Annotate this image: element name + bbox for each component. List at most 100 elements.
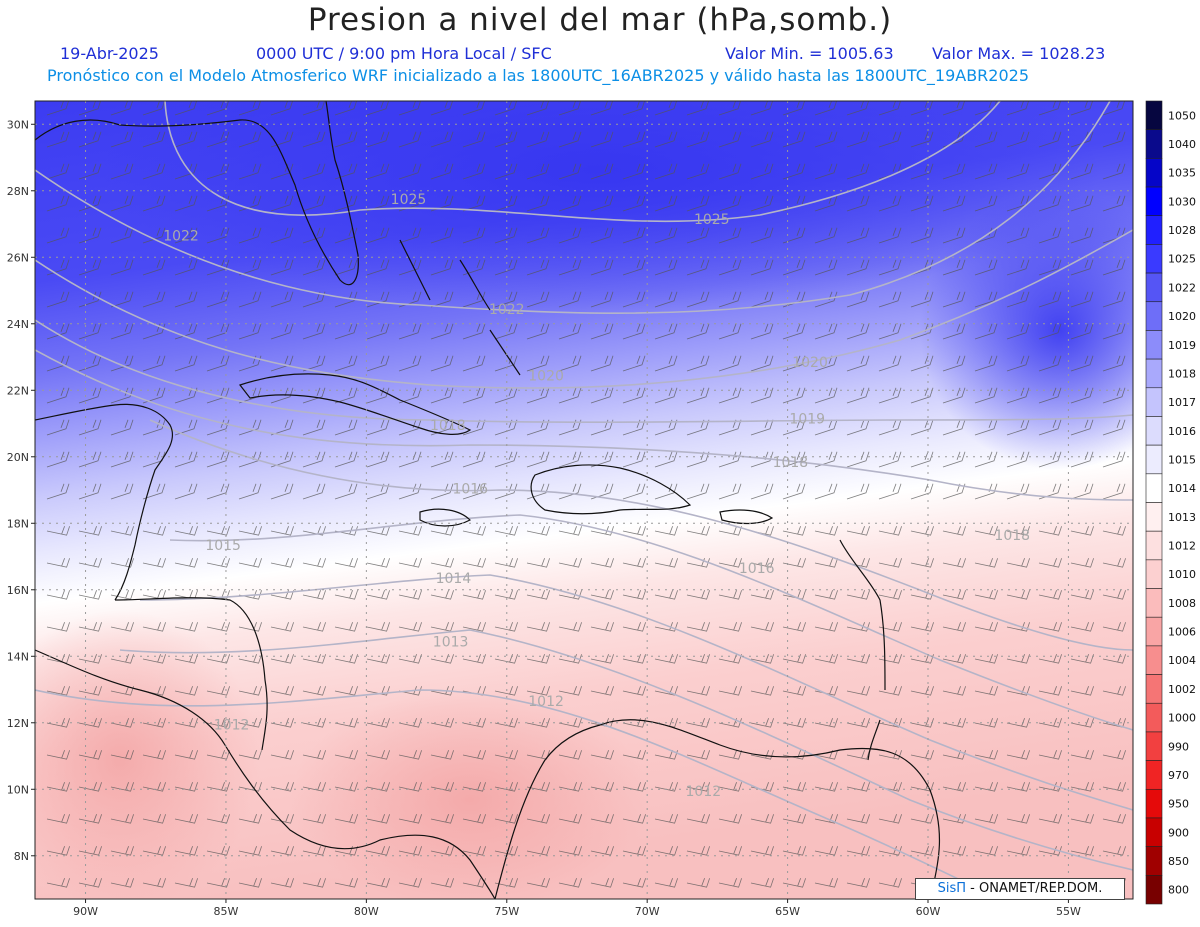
wind-barb <box>494 259 518 276</box>
isobar-1015 <box>169 514 1133 731</box>
isobar-label: 1018 <box>430 418 466 434</box>
wind-barb <box>590 227 614 244</box>
wind-barb <box>430 654 454 664</box>
wind-barb <box>302 451 326 468</box>
wind-barb <box>366 782 390 792</box>
wind-barb <box>430 814 454 824</box>
wind-barb <box>942 195 966 212</box>
wind-barb <box>814 846 838 856</box>
plot-area: 1025 1025 1022 1022 1020 1020 1019 1018 1018 1018… <box>35 101 1133 899</box>
colorbar-label: 900 <box>1168 826 1189 839</box>
colorbar-swatch <box>1145 358 1163 389</box>
wind-barb <box>110 355 134 372</box>
wind-barb <box>206 451 230 468</box>
wind-barb <box>398 163 422 180</box>
wind-barb <box>718 878 742 888</box>
wind-barb <box>174 622 198 632</box>
isobar-label: 1016 <box>452 481 488 497</box>
wind-barb <box>430 163 454 180</box>
wind-barb <box>942 291 966 308</box>
wind-barb <box>430 782 454 792</box>
wind-barb <box>366 163 390 180</box>
wind-barb <box>622 291 646 308</box>
wind-barb <box>1070 227 1094 244</box>
wind-barb <box>942 227 966 244</box>
wind-barb <box>1006 814 1030 824</box>
wind-barb <box>1038 387 1062 404</box>
wind-barb <box>878 590 902 600</box>
wind-barb <box>78 227 102 244</box>
wind-barb <box>462 451 486 468</box>
wind-barb <box>1102 195 1126 212</box>
wind-barb <box>366 131 390 148</box>
wind-barb <box>910 291 934 308</box>
wind-barb <box>1006 355 1030 372</box>
wind-barb <box>686 131 710 148</box>
wind-barb <box>398 355 422 372</box>
colorbar-swatch <box>1145 530 1163 561</box>
coast-cuba <box>239 373 472 435</box>
wind-barb <box>398 323 422 340</box>
wind-barb <box>142 323 166 340</box>
wind-barb <box>78 654 102 664</box>
wind-barb <box>558 451 582 468</box>
wind-barb <box>334 846 358 856</box>
wind-barb <box>942 355 966 372</box>
wind-barb <box>654 483 678 500</box>
wind-barb <box>846 163 870 180</box>
wind-barb <box>142 451 166 468</box>
wind-barb <box>878 419 902 436</box>
wind-barb <box>462 846 486 856</box>
wind-barb <box>142 654 166 664</box>
wind-barb <box>558 195 582 212</box>
coastlines <box>35 101 941 899</box>
wind-barb <box>1006 483 1030 500</box>
colorbar-label: 1028 <box>1168 224 1196 237</box>
wind-barb <box>654 355 678 372</box>
wind-barb <box>142 782 166 792</box>
wind-barb <box>942 622 966 632</box>
wind-barb <box>494 291 518 308</box>
wind-barb <box>462 163 486 180</box>
wind-barb <box>494 686 518 696</box>
wind-barb <box>206 195 230 212</box>
wind-barb <box>206 131 230 148</box>
wind-barb <box>366 323 390 340</box>
wind-barb <box>1070 622 1094 632</box>
wind-barb <box>718 387 742 404</box>
wind-barb <box>78 846 102 856</box>
coast-gulf <box>35 101 359 286</box>
wind-barb <box>782 355 806 372</box>
wind-barb <box>590 355 614 372</box>
wind-barb <box>942 323 966 340</box>
wind-barb <box>174 558 198 568</box>
wind-barb <box>910 558 934 568</box>
wind-barb <box>1006 387 1030 404</box>
wind-barb <box>526 686 550 696</box>
wind-barb <box>750 291 774 308</box>
isobar-1022 <box>35 101 1111 314</box>
wind-barb <box>750 195 774 212</box>
wind-barb <box>558 387 582 404</box>
wind-barb <box>46 622 70 632</box>
lon-tick-label: 90W <box>73 905 98 918</box>
wind-barb <box>1102 355 1126 372</box>
colorbar-label: 1018 <box>1168 367 1196 380</box>
wind-barb <box>46 526 70 536</box>
wind-barb <box>942 259 966 276</box>
wind-barb <box>494 878 518 888</box>
wind-barb <box>110 131 134 148</box>
wind-barb <box>942 558 966 568</box>
wind-barb <box>1006 163 1030 180</box>
wind-barb <box>814 163 838 180</box>
wind-barb <box>366 355 390 372</box>
wind-barb <box>750 814 774 824</box>
wind-barb <box>398 846 422 856</box>
wind-barb <box>590 622 614 632</box>
wind-barb <box>46 878 70 888</box>
wind-barb <box>270 686 294 696</box>
wind-barb <box>398 750 422 760</box>
wind-barb <box>1038 686 1062 696</box>
wind-barb <box>1102 291 1126 308</box>
wind-barb <box>302 718 326 728</box>
